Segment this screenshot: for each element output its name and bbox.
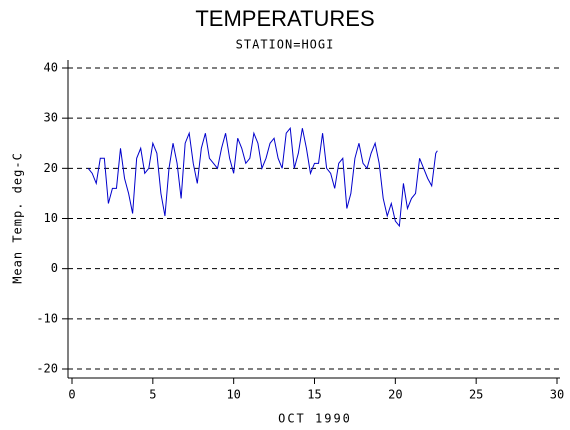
- data-line: [87, 126, 438, 228]
- y-tick-label: -20: [36, 362, 58, 376]
- y-tick-label: 40: [44, 61, 58, 75]
- x-tick-label: 15: [307, 388, 321, 402]
- y-axis-label: Mean Temp. deg-C: [11, 152, 25, 284]
- chart-title: TEMPERATURES: [195, 6, 374, 31]
- x-tick-label: 20: [388, 388, 402, 402]
- y-tick-label: 30: [44, 111, 58, 125]
- x-tick-label: 5: [149, 388, 156, 402]
- chart-subtitle: STATION=HOGI: [236, 38, 335, 52]
- x-tick-label: 30: [550, 388, 564, 402]
- y-tick-label: 20: [44, 161, 58, 175]
- x-tick-label: 0: [68, 388, 75, 402]
- x-tick-label: 10: [226, 388, 240, 402]
- x-axis-label: OCT 1990: [278, 412, 352, 426]
- y-tick-label: 10: [44, 211, 58, 225]
- y-tick-label: -10: [36, 311, 58, 325]
- x-tick-label: 25: [469, 388, 483, 402]
- y-tick-label: 0: [51, 261, 58, 275]
